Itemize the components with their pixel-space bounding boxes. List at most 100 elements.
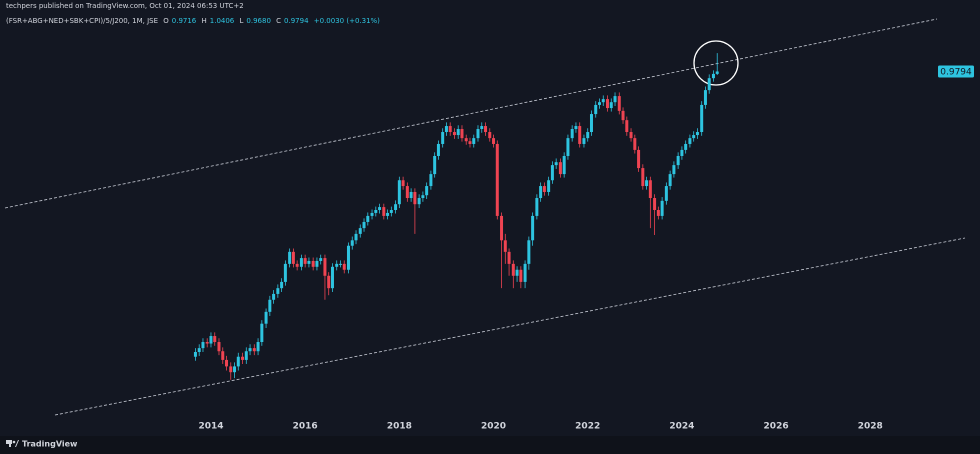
candle-body bbox=[507, 251, 511, 264]
candle-body bbox=[660, 200, 664, 216]
candle-body bbox=[468, 141, 472, 144]
candle-body bbox=[248, 348, 252, 352]
candle-body bbox=[680, 149, 684, 156]
ohlc-key: C bbox=[276, 17, 282, 25]
candle-body bbox=[688, 138, 692, 144]
candle-body bbox=[703, 90, 707, 105]
candle-body bbox=[582, 138, 586, 144]
candle-body bbox=[566, 138, 570, 156]
candle-body bbox=[656, 210, 660, 216]
candle-body bbox=[201, 342, 205, 349]
candle-body bbox=[605, 99, 609, 109]
candle-body bbox=[295, 263, 299, 267]
ohlc-key: H bbox=[201, 17, 207, 25]
candle-body bbox=[554, 162, 558, 166]
candle-body bbox=[350, 240, 354, 246]
ohlc-key: O bbox=[163, 17, 169, 25]
candle-body bbox=[401, 180, 405, 187]
candle-body bbox=[213, 336, 217, 343]
candle-body bbox=[692, 135, 696, 139]
candle-body bbox=[676, 155, 680, 166]
candle-body bbox=[480, 126, 484, 130]
x-tick-label: 2018 bbox=[387, 422, 412, 432]
publisher: techpers published on TradingView.com, O… bbox=[6, 2, 244, 10]
candle-body bbox=[684, 143, 688, 150]
candle-body bbox=[338, 263, 342, 265]
candle-body bbox=[550, 165, 554, 181]
candle-body bbox=[264, 311, 268, 324]
ohlc-key: L bbox=[239, 17, 244, 25]
candle-body bbox=[221, 351, 225, 360]
candle-body bbox=[358, 228, 362, 234]
candle-body bbox=[362, 221, 366, 229]
candle-body bbox=[260, 323, 264, 343]
candle-body bbox=[233, 366, 237, 373]
candle-body bbox=[668, 174, 672, 187]
candle-body bbox=[609, 102, 613, 109]
candle-body bbox=[589, 114, 593, 133]
candle-body bbox=[217, 342, 221, 352]
candle-body bbox=[472, 138, 476, 144]
candle-body bbox=[283, 263, 287, 282]
x-tick-label: 2022 bbox=[575, 422, 600, 432]
candle-body bbox=[547, 180, 551, 192]
candle-body bbox=[664, 186, 668, 201]
candle-body bbox=[574, 126, 578, 130]
candle-body bbox=[413, 191, 417, 205]
candle-body bbox=[695, 132, 699, 136]
logo-mark bbox=[12, 440, 16, 444]
candle-body bbox=[291, 251, 295, 264]
candle-body bbox=[327, 275, 331, 289]
candles: 0.9794 bbox=[193, 53, 974, 380]
candle-body bbox=[597, 102, 601, 105]
ohlc-value: 0.9716 bbox=[171, 17, 197, 25]
candle-body bbox=[700, 104, 704, 133]
candle-body bbox=[366, 215, 370, 222]
candle-body bbox=[629, 132, 633, 139]
candle-body bbox=[378, 207, 382, 210]
candle-body bbox=[236, 356, 240, 367]
candle-body bbox=[272, 293, 276, 300]
candle-body bbox=[515, 269, 519, 276]
x-axis: 2014 2016 2018 2020 2022 2024 2026 2028 bbox=[198, 422, 882, 432]
candle-body bbox=[601, 99, 605, 103]
candle-body bbox=[319, 258, 323, 261]
candle-body bbox=[386, 212, 390, 216]
logo-mark bbox=[9, 440, 11, 447]
candle-body bbox=[672, 165, 676, 175]
last-price-box bbox=[938, 65, 974, 78]
candle-body bbox=[542, 186, 546, 192]
candle-body bbox=[409, 191, 413, 199]
candle-body bbox=[488, 132, 492, 139]
x-tick-label: 2024 bbox=[669, 422, 694, 432]
candle-body bbox=[641, 168, 645, 187]
candle-body bbox=[492, 138, 496, 144]
candle-body bbox=[241, 356, 245, 360]
candle-body bbox=[342, 263, 346, 270]
candle-body bbox=[421, 195, 425, 199]
candle-body bbox=[268, 299, 272, 312]
candle-body bbox=[288, 251, 292, 264]
candle-body bbox=[715, 71, 719, 74]
candle-body bbox=[711, 73, 715, 79]
candle-body bbox=[441, 132, 445, 144]
upper-channel-line bbox=[4, 18, 938, 209]
candle-body bbox=[311, 260, 315, 267]
candle-body bbox=[209, 336, 213, 344]
candle-body bbox=[299, 258, 303, 267]
candle-body bbox=[229, 366, 233, 373]
candle-body bbox=[645, 180, 649, 187]
candle-body bbox=[444, 126, 448, 133]
x-tick-label: 2014 bbox=[198, 422, 223, 432]
ohlc-value: 1.0406 bbox=[209, 17, 235, 25]
candle-body bbox=[460, 129, 464, 139]
candle-body bbox=[707, 78, 711, 91]
candle-body bbox=[225, 359, 229, 367]
candle-body bbox=[193, 352, 197, 357]
candle-body bbox=[637, 149, 641, 169]
candle-body bbox=[205, 342, 209, 344]
candle-body bbox=[531, 215, 535, 241]
candle-body bbox=[303, 258, 307, 264]
candle-body bbox=[244, 351, 248, 360]
